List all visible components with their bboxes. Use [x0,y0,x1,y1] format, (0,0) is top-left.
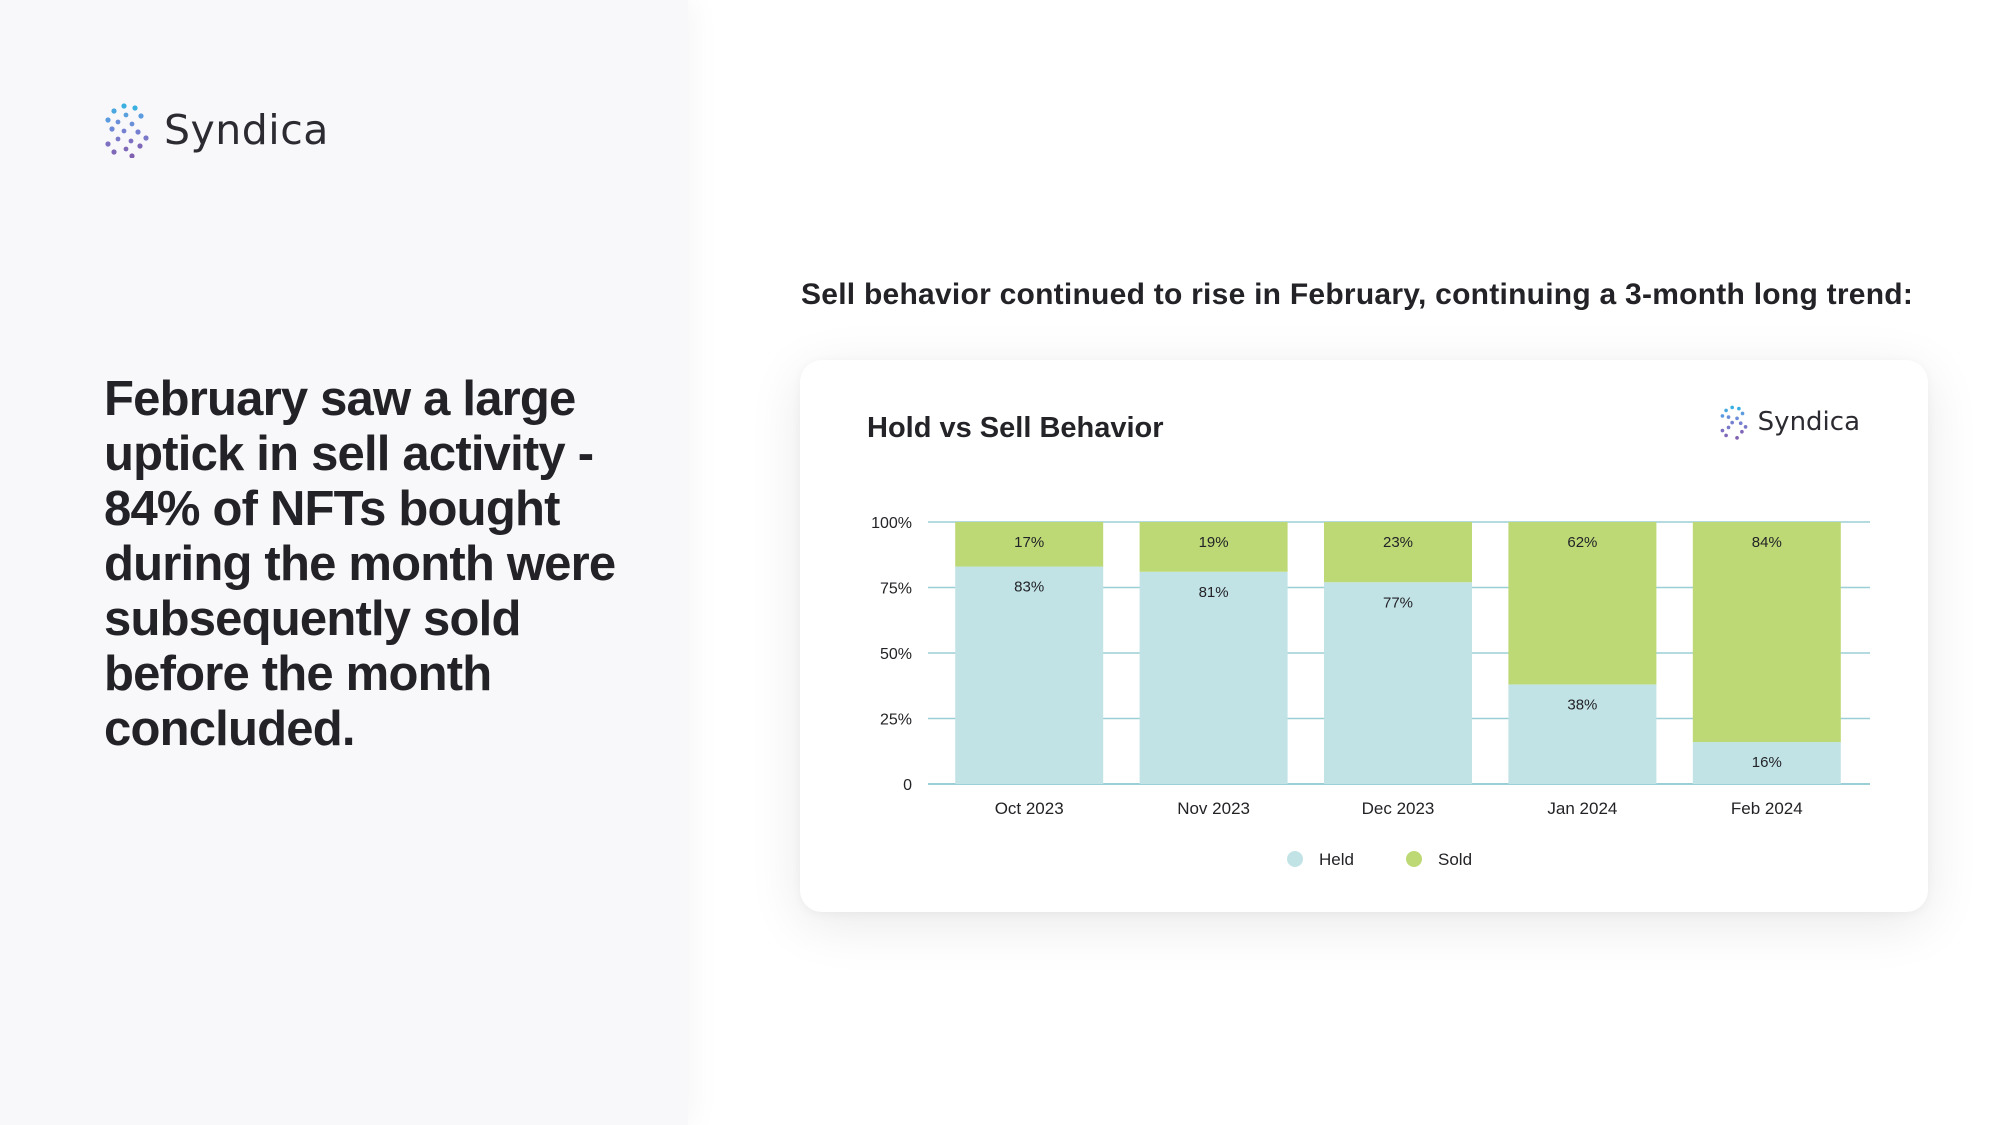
data-label-sold: 23% [1383,534,1413,551]
brand-name: Syndica [164,106,329,154]
card-syndica-logo: Syndica [1720,404,1860,440]
bar-sold [1692,522,1841,743]
x-tick-label: Feb 2024 [1731,799,1803,818]
x-tick-label: Nov 2023 [1177,799,1250,818]
chart-title: Hold vs Sell Behavior [867,412,1164,444]
bar-held [1692,742,1841,784]
data-label-held: 38% [1567,696,1597,713]
card-brand-name: Syndica [1757,407,1860,437]
legend-label-held: Held [1319,850,1354,869]
data-label-sold: 84% [1752,534,1782,551]
data-label-sold: 19% [1199,534,1229,551]
bar-held [1324,582,1472,784]
x-tick-label: Dec 2023 [1362,799,1435,818]
bar-sold [1139,522,1288,572]
bar-held [1508,684,1657,784]
data-label-held: 81% [1199,584,1229,601]
bar-held [1139,571,1288,784]
syndica-logo-icon [1720,405,1748,440]
chart-subtitle: Sell behavior continued to rise in Febru… [801,278,1914,311]
data-label-sold: 62% [1567,534,1597,551]
y-tick-label: 25% [880,712,912,729]
bar-sold [955,522,1104,567]
hold-vs-sell-chart: 0 25% 50% 75% 100% 17% 83% Oct 2023 19% 81% Nov 20… [871,515,1870,869]
x-tick-label: Oct 2023 [995,799,1064,818]
bar-sold [1324,522,1472,583]
headline: February saw a large uptick in sell acti… [104,372,616,756]
legend-label-sold: Sold [1438,850,1472,869]
bar-held [955,566,1104,784]
data-label-held: 77% [1383,594,1413,611]
data-label-sold: 17% [1014,534,1044,551]
left-panel: Syndica February saw a large uptick in s… [0,0,688,1125]
y-tick-label: 75% [880,581,912,598]
data-label-held: 83% [1014,579,1044,596]
legend-swatch-sold [1406,851,1422,867]
data-label-held: 16% [1752,754,1782,771]
chart-card: Hold vs Sell Behavior Syndica [800,360,1928,912]
y-tick-label: 100% [871,515,912,532]
syndica-logo-icon [105,103,149,158]
x-tick-label: Jan 2024 [1547,799,1617,818]
y-tick-label: 0 [903,777,912,794]
legend-swatch-held [1287,851,1303,867]
syndica-logo: Syndica [104,102,329,158]
y-tick-label: 50% [880,646,912,663]
bar-sold [1508,522,1657,685]
